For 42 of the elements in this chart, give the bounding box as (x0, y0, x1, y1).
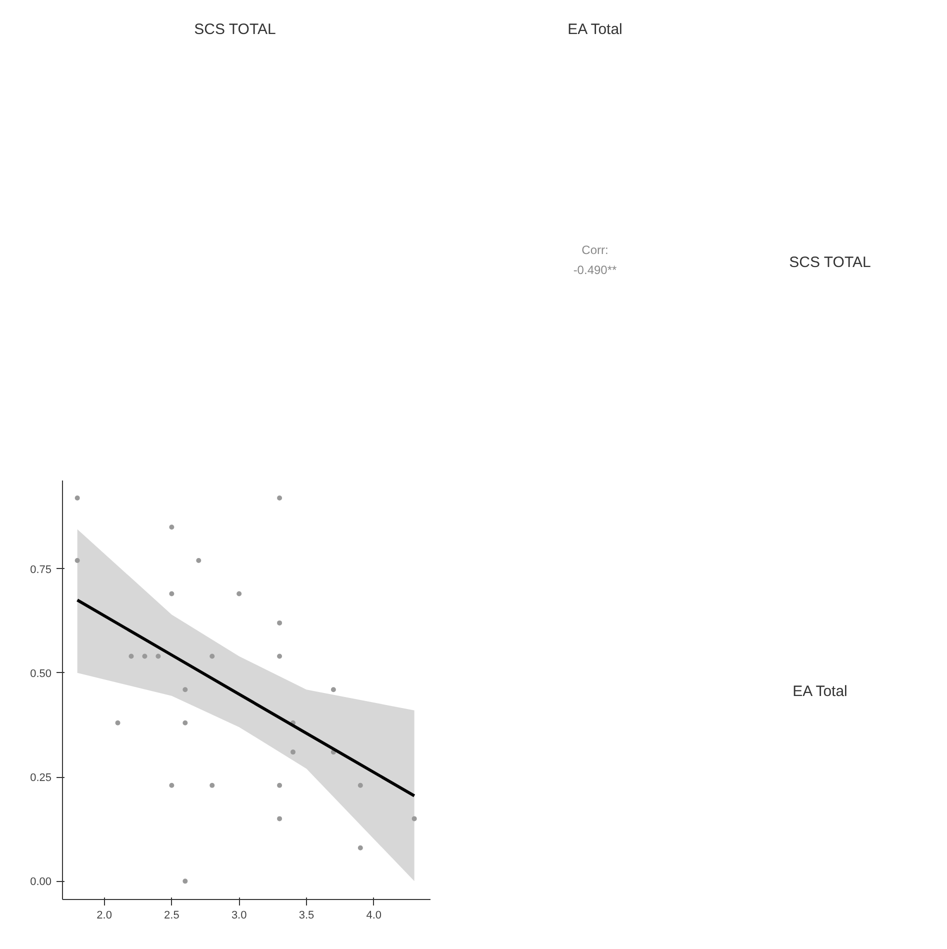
point (128, 654, 134, 659)
point (156, 654, 161, 659)
point (169, 591, 174, 596)
point (358, 782, 363, 788)
point (330, 687, 336, 692)
text: -0.490** (573, 263, 617, 277)
point (277, 496, 282, 500)
point (115, 720, 120, 726)
line-series (76, 598, 416, 798)
x-tick-label: 3.0 (231, 910, 247, 922)
y-tick-label: 0.75 (30, 564, 52, 576)
text: EA Total (792, 682, 848, 702)
point (74, 496, 80, 500)
text: EA Total (568, 20, 622, 40)
point (277, 620, 282, 626)
point (236, 591, 242, 596)
text: Corr: (582, 243, 608, 257)
x-tick-label: 2.5 (164, 910, 180, 922)
x-tick-label: 4.0 (366, 910, 382, 922)
point (182, 878, 188, 884)
point (169, 782, 174, 788)
point (196, 558, 202, 563)
y-tick-label: 0.50 (30, 668, 52, 680)
point (182, 720, 188, 726)
point (277, 782, 282, 788)
y-tick-label: 0.00 (30, 876, 52, 888)
point (290, 750, 296, 755)
x-tick-label: 3.5 (298, 910, 314, 922)
text: SCS TOTAL (789, 253, 871, 273)
x-tick-label: 2.0 (96, 910, 112, 922)
y-tick-label: 0.25 (30, 772, 52, 784)
point (412, 816, 417, 822)
point (169, 524, 174, 530)
text: SCS TOTAL (194, 20, 276, 40)
point (74, 558, 80, 563)
point (142, 654, 148, 659)
point (277, 816, 282, 822)
point (182, 687, 188, 692)
point (358, 845, 363, 850)
point (210, 782, 215, 788)
point (277, 654, 282, 659)
point (210, 654, 215, 659)
